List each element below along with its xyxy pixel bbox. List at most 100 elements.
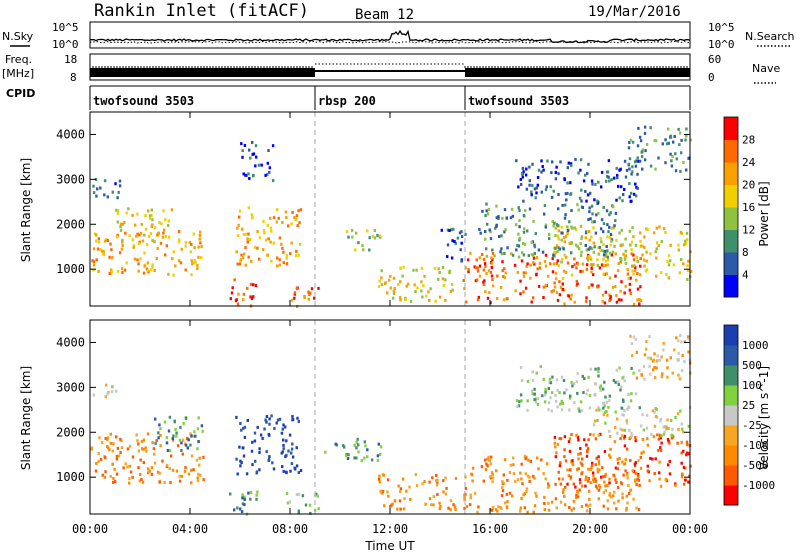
data-cell: [447, 506, 450, 510]
data-cell: [150, 472, 154, 476]
data-cell: [133, 223, 137, 227]
data-cell: [598, 266, 602, 270]
data-cell: [598, 245, 602, 249]
colorbar-swatch: [724, 465, 738, 486]
data-cell: [608, 179, 611, 183]
data-cell: [592, 474, 595, 478]
data-cell: [568, 220, 571, 224]
data-cell: [605, 245, 608, 248]
site-title: Rankin Inlet (fitACF): [94, 1, 309, 21]
data-cell: [652, 435, 656, 439]
data-cell: [356, 437, 359, 441]
data-cell: [614, 274, 617, 278]
data-cell: [566, 181, 569, 185]
data-cell: [575, 496, 578, 500]
data-cell: [161, 459, 164, 463]
data-cell: [645, 250, 648, 254]
data-cell: [246, 419, 249, 422]
data-cell: [317, 507, 320, 511]
data-cell: [623, 434, 627, 438]
data-cell: [111, 190, 114, 194]
data-cell: [489, 475, 492, 479]
colorbar-tick-label: 8: [742, 246, 749, 259]
data-cell: [659, 448, 663, 452]
data-cell: [140, 439, 144, 443]
data-cell: [613, 440, 616, 444]
data-cell: [476, 266, 479, 270]
data-cell: [564, 459, 568, 463]
data-cell: [239, 464, 242, 468]
data-cell: [106, 195, 109, 199]
data-cell: [533, 387, 536, 391]
data-cell: [451, 288, 454, 292]
data-cell: [643, 264, 646, 268]
data-cell: [574, 157, 577, 161]
data-cell: [618, 196, 621, 200]
data-cell: [594, 182, 597, 186]
data-cell: [196, 447, 199, 451]
data-cell: [567, 440, 571, 444]
data-cell: [575, 266, 578, 270]
data-cell: [380, 283, 384, 287]
data-cell: [137, 269, 140, 273]
data-cell: [605, 400, 609, 404]
data-cell: [137, 449, 140, 453]
data-cell: [172, 250, 175, 254]
data-cell: [554, 226, 558, 230]
data-cell: [425, 294, 428, 298]
data-cell: [170, 208, 174, 212]
data-cell: [143, 251, 146, 255]
data-cell: [379, 452, 382, 456]
data-cell: [428, 480, 431, 484]
data-cell: [308, 503, 312, 507]
data-cell: [624, 458, 627, 462]
data-cell: [632, 335, 636, 339]
data-cell: [680, 258, 683, 261]
data-cell: [387, 278, 391, 282]
data-cell: [606, 255, 609, 259]
data-cell: [577, 457, 580, 461]
data-cell: [575, 228, 578, 232]
data-cell: [442, 479, 445, 483]
data-cell: [515, 248, 518, 252]
data-cell: [242, 172, 245, 176]
data-cell: [470, 472, 473, 476]
data-cell: [637, 459, 640, 463]
data-cell: [596, 470, 600, 474]
data-cell: [616, 431, 619, 435]
data-cell: [386, 490, 389, 494]
data-cell: [654, 415, 658, 418]
data-cell: [543, 204, 547, 208]
data-cell: [119, 451, 122, 454]
data-cell: [491, 252, 495, 255]
noise-tick-right-top: 10^5: [708, 21, 735, 34]
data-cell: [680, 461, 683, 465]
data-cell: [594, 437, 598, 441]
data-cell: [629, 334, 632, 338]
noise-tick-right-bottom: 10^0: [708, 38, 735, 51]
data-cell: [397, 484, 400, 488]
noise-sky-line: [90, 29, 691, 44]
data-cell: [450, 256, 454, 260]
data-cell: [299, 208, 303, 212]
data-cell: [491, 284, 495, 288]
data-cell: [253, 245, 257, 249]
data-cell: [142, 438, 146, 442]
data-cell: [557, 207, 560, 211]
data-cell: [573, 226, 576, 230]
data-cell: [491, 476, 495, 480]
data-cell: [544, 393, 547, 397]
data-cell: [614, 466, 618, 470]
data-cell: [683, 340, 686, 344]
data-cell: [281, 221, 284, 224]
data-cell: [625, 168, 629, 172]
data-cell: [119, 222, 123, 226]
data-cell: [686, 269, 690, 272]
data-cell: [636, 298, 639, 302]
data-cell: [238, 209, 242, 213]
data-cell: [578, 478, 582, 482]
data-cell: [674, 152, 677, 156]
data-cell: [355, 231, 358, 235]
data-cell: [634, 439, 637, 443]
data-cell: [399, 298, 402, 302]
